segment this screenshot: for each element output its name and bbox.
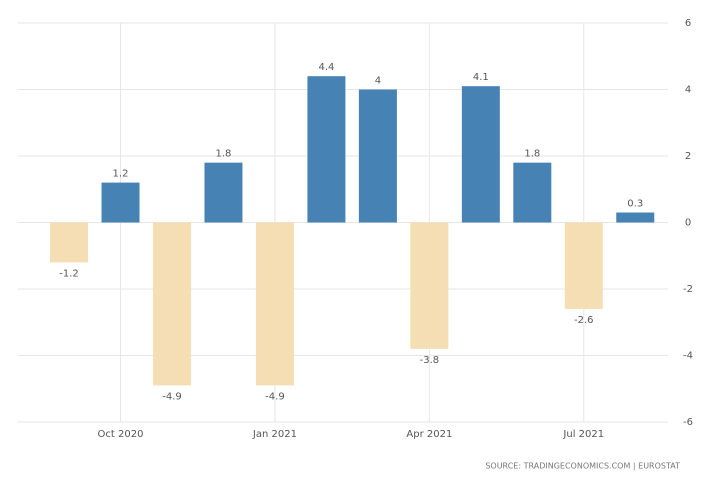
value-label: -4.9: [265, 391, 285, 402]
x-tick-label: Jan 2021: [252, 429, 297, 440]
value-label: 4: [375, 76, 381, 87]
value-label: 1.2: [113, 169, 129, 180]
y-tick-label: -6: [683, 417, 693, 428]
value-label: 4.1: [473, 72, 489, 83]
bar: [152, 222, 191, 386]
source: SOURCE: TRADINGECONOMICS.COM | EUROSTAT: [485, 462, 680, 471]
bar: [255, 222, 294, 386]
y-tick-label: 0: [685, 218, 691, 229]
y-tick-label: -2: [683, 284, 693, 295]
value-label: -3.8: [420, 355, 440, 366]
bar: [410, 222, 449, 349]
bar: [204, 162, 243, 223]
value-label: -2.6: [574, 315, 594, 326]
y-tick-label: 4: [685, 85, 691, 96]
bar: [358, 89, 397, 223]
y-tick-label: -4: [683, 351, 693, 362]
bar: [101, 182, 140, 223]
x-tick-label: Oct 2020: [98, 429, 144, 440]
bar: [564, 222, 603, 309]
value-label: -1.2: [59, 268, 79, 279]
value-label: 4.4: [318, 62, 334, 73]
y-tick-label: 2: [685, 151, 691, 162]
bar: [50, 222, 89, 263]
y-tick-label: 6: [685, 18, 691, 29]
value-label: 0.3: [627, 199, 643, 210]
value-label: 1.8: [216, 149, 232, 160]
x-tick-label: Apr 2021: [406, 429, 452, 440]
bar: [461, 86, 500, 223]
value-label: 1.8: [524, 149, 540, 160]
bar: [307, 76, 346, 223]
bar: [616, 212, 655, 223]
value-label: -4.9: [162, 391, 182, 402]
x-tick-label: Jul 2021: [562, 429, 604, 440]
bar: [513, 162, 552, 223]
